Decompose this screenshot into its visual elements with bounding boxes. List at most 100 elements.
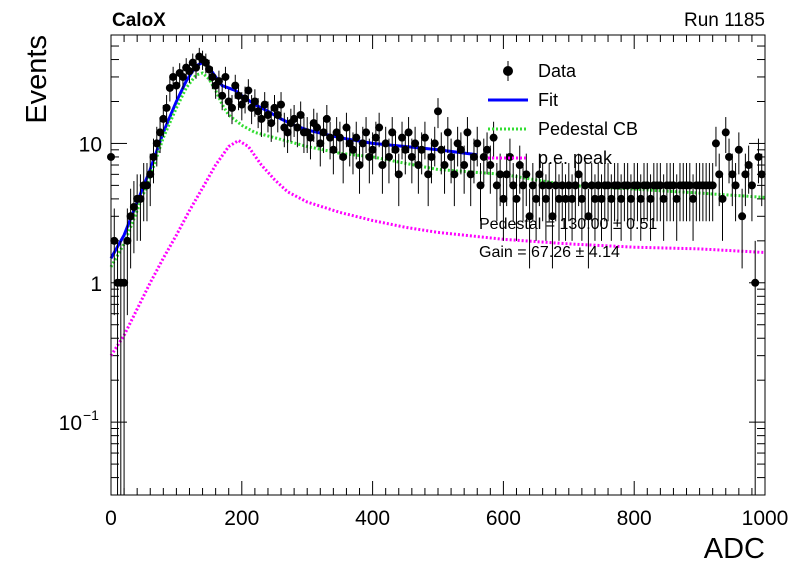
data-point <box>355 145 364 194</box>
data-marker <box>512 194 521 203</box>
data-marker <box>283 128 292 137</box>
experiment-label: CaloX <box>112 10 166 31</box>
data-point <box>319 117 328 154</box>
data-marker <box>417 145 426 154</box>
data-point <box>528 163 537 222</box>
data-point <box>277 92 286 121</box>
data-marker <box>407 152 416 161</box>
data-point <box>221 66 230 90</box>
data-marker <box>623 181 632 190</box>
data-marker <box>659 194 668 203</box>
data-point <box>535 153 544 207</box>
data-point <box>434 98 442 129</box>
data-point <box>731 163 740 222</box>
data-marker <box>476 181 485 190</box>
data-marker <box>277 100 286 109</box>
data-marker <box>319 128 328 137</box>
y-tick-label: 1 <box>90 273 102 296</box>
data-point <box>613 163 622 222</box>
data-point <box>149 138 158 184</box>
data-point <box>741 153 750 207</box>
data-marker <box>535 170 544 179</box>
data-point <box>453 126 462 167</box>
data-marker <box>751 278 760 287</box>
data-marker <box>136 194 145 203</box>
data-point <box>532 174 541 241</box>
data-marker <box>460 161 469 170</box>
data-point <box>391 132 400 175</box>
data-marker <box>747 181 756 190</box>
x-tick-labels: 0 200 400 600 800 1000 <box>105 507 788 530</box>
data-marker <box>522 170 531 179</box>
data-point <box>420 121 429 160</box>
x-tick-label: 600 <box>486 507 521 530</box>
data-marker <box>329 145 338 154</box>
data-point <box>345 126 354 167</box>
data-point <box>424 153 433 207</box>
data-point <box>335 121 344 160</box>
data-marker <box>728 170 737 179</box>
data-point <box>339 138 348 184</box>
data-point <box>388 117 397 154</box>
data-marker <box>581 181 590 190</box>
data-marker <box>342 123 351 132</box>
data-point <box>296 101 305 133</box>
data-point <box>263 101 272 133</box>
data-point <box>581 163 590 222</box>
data-marker <box>483 145 492 154</box>
data-marker <box>617 194 626 203</box>
x-axis-label: ADC <box>704 533 765 565</box>
data-point <box>594 163 603 222</box>
legend-entry: Fit <box>488 90 558 110</box>
data-point <box>545 163 554 222</box>
data-marker <box>669 181 678 190</box>
data-point <box>757 153 766 207</box>
data-marker <box>306 133 315 142</box>
data-point <box>747 163 756 222</box>
data-marker <box>741 170 750 179</box>
data-marker <box>273 110 282 119</box>
data-marker <box>636 194 645 203</box>
legend-label: Data <box>538 61 577 81</box>
data-marker <box>205 65 214 74</box>
data-marker <box>169 72 178 81</box>
data-marker <box>643 181 652 190</box>
data-marker <box>744 161 753 170</box>
data-point <box>322 104 331 137</box>
y-tick-exponent: −1 <box>83 407 99 423</box>
data-marker <box>296 110 305 119</box>
data-marker <box>731 181 740 190</box>
data-marker <box>456 145 465 154</box>
data-point <box>244 79 253 105</box>
data-marker <box>120 278 129 287</box>
data-marker <box>515 161 524 170</box>
data-point <box>476 163 485 222</box>
y-tick-label: 10 <box>79 133 102 156</box>
data-marker <box>564 181 573 190</box>
data-marker <box>725 152 734 161</box>
data-point <box>156 117 165 154</box>
data-point <box>129 181 138 254</box>
data-point <box>548 188 557 269</box>
data-marker <box>313 123 322 132</box>
data-marker <box>152 139 161 148</box>
legend-entry: Pedestal CB <box>488 119 638 139</box>
data-marker <box>371 133 380 142</box>
data-point <box>685 163 694 222</box>
data-point <box>430 126 439 167</box>
data-point <box>509 163 518 222</box>
x-tick-label: 0 <box>105 507 117 530</box>
x-tick-label: 800 <box>617 507 652 530</box>
data-marker <box>430 139 439 148</box>
data-marker <box>326 133 335 142</box>
data-marker <box>587 181 596 190</box>
data-marker <box>388 128 397 137</box>
data-point <box>165 76 174 102</box>
data-point <box>362 117 371 154</box>
data-marker <box>571 181 580 190</box>
data-marker <box>172 81 181 90</box>
data-marker <box>378 161 387 170</box>
data-marker <box>528 181 537 190</box>
y-tick-label: 10 <box>59 412 82 435</box>
data-marker <box>227 103 236 112</box>
